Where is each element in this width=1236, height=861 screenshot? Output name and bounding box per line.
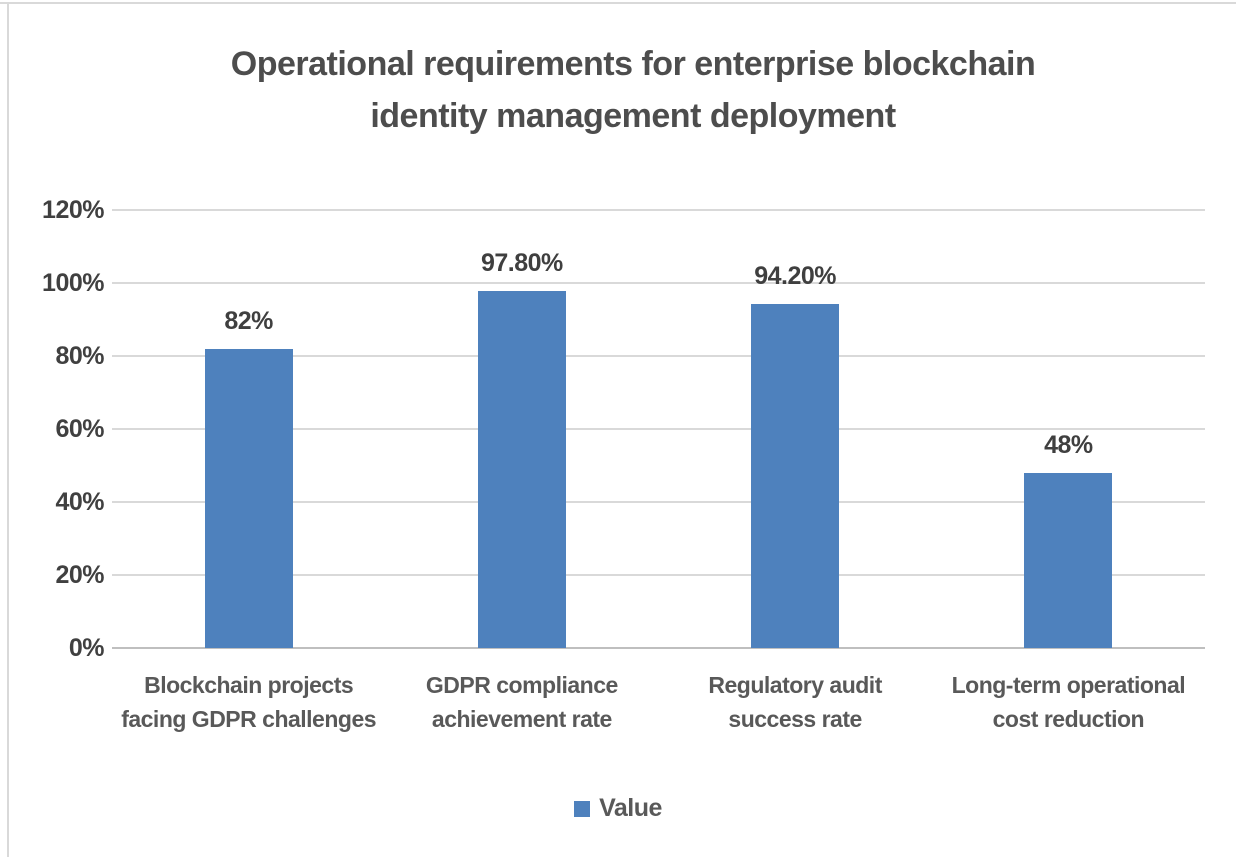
value-label: 48%	[1044, 430, 1093, 459]
chart-title-line-2: identity management deployment	[370, 97, 896, 135]
category-label-line: Long-term operational	[951, 672, 1186, 698]
category-label-line: cost reduction	[992, 706, 1145, 732]
bar-2	[477, 291, 566, 648]
x-axis-line	[112, 647, 1205, 649]
legend: Value	[0, 794, 1236, 823]
category-label-line: success rate	[728, 706, 862, 732]
gridline-40%	[112, 501, 1205, 503]
bar-3	[751, 304, 840, 648]
value-label: 82%	[224, 306, 273, 335]
category-label-line: Regulatory audit	[708, 672, 882, 698]
legend-swatch-icon	[574, 800, 591, 817]
y-tick-label: 120%	[42, 196, 104, 224]
y-tick-label: 80%	[55, 342, 104, 370]
category-label: Long-term operational cost reduction	[923, 668, 1213, 736]
gridline-80%	[112, 355, 1205, 357]
gridline-20%	[112, 574, 1205, 576]
chart-title-line-1: Operational requirements for enterprise …	[230, 45, 1036, 83]
y-tick-label: 40%	[55, 488, 104, 516]
y-tick-label: 0%	[68, 634, 105, 662]
bar-1	[204, 348, 293, 648]
y-tick-label: 20%	[55, 561, 104, 589]
category-label-line: achievement rate	[431, 706, 612, 732]
bar-4	[1024, 472, 1113, 648]
gridline-120%	[112, 209, 1205, 211]
category-label-line: facing GDPR challenges	[121, 706, 377, 732]
category-label: GDPR compliance achievement rate	[377, 668, 667, 736]
category-label-line: Blockchain projects	[144, 672, 354, 698]
gridline-60%	[112, 428, 1205, 430]
chart-border-left	[7, 2, 9, 857]
gridline-100%	[112, 282, 1205, 284]
category-label-line: GDPR compliance	[425, 672, 618, 698]
value-label: 94.20%	[754, 262, 837, 291]
plot-area	[112, 209, 1205, 649]
chart-border-top	[0, 2, 1236, 4]
chart-title: Operational requirements for enterprise …	[60, 38, 1206, 142]
y-tick-label: 100%	[42, 269, 104, 297]
y-tick-label: 60%	[55, 415, 104, 443]
value-label: 97.80%	[480, 249, 563, 278]
category-label: Blockchain projects facing GDPR challenge…	[104, 668, 394, 736]
legend-label: Value	[599, 794, 662, 822]
category-label: Regulatory audit success rate	[650, 668, 940, 736]
